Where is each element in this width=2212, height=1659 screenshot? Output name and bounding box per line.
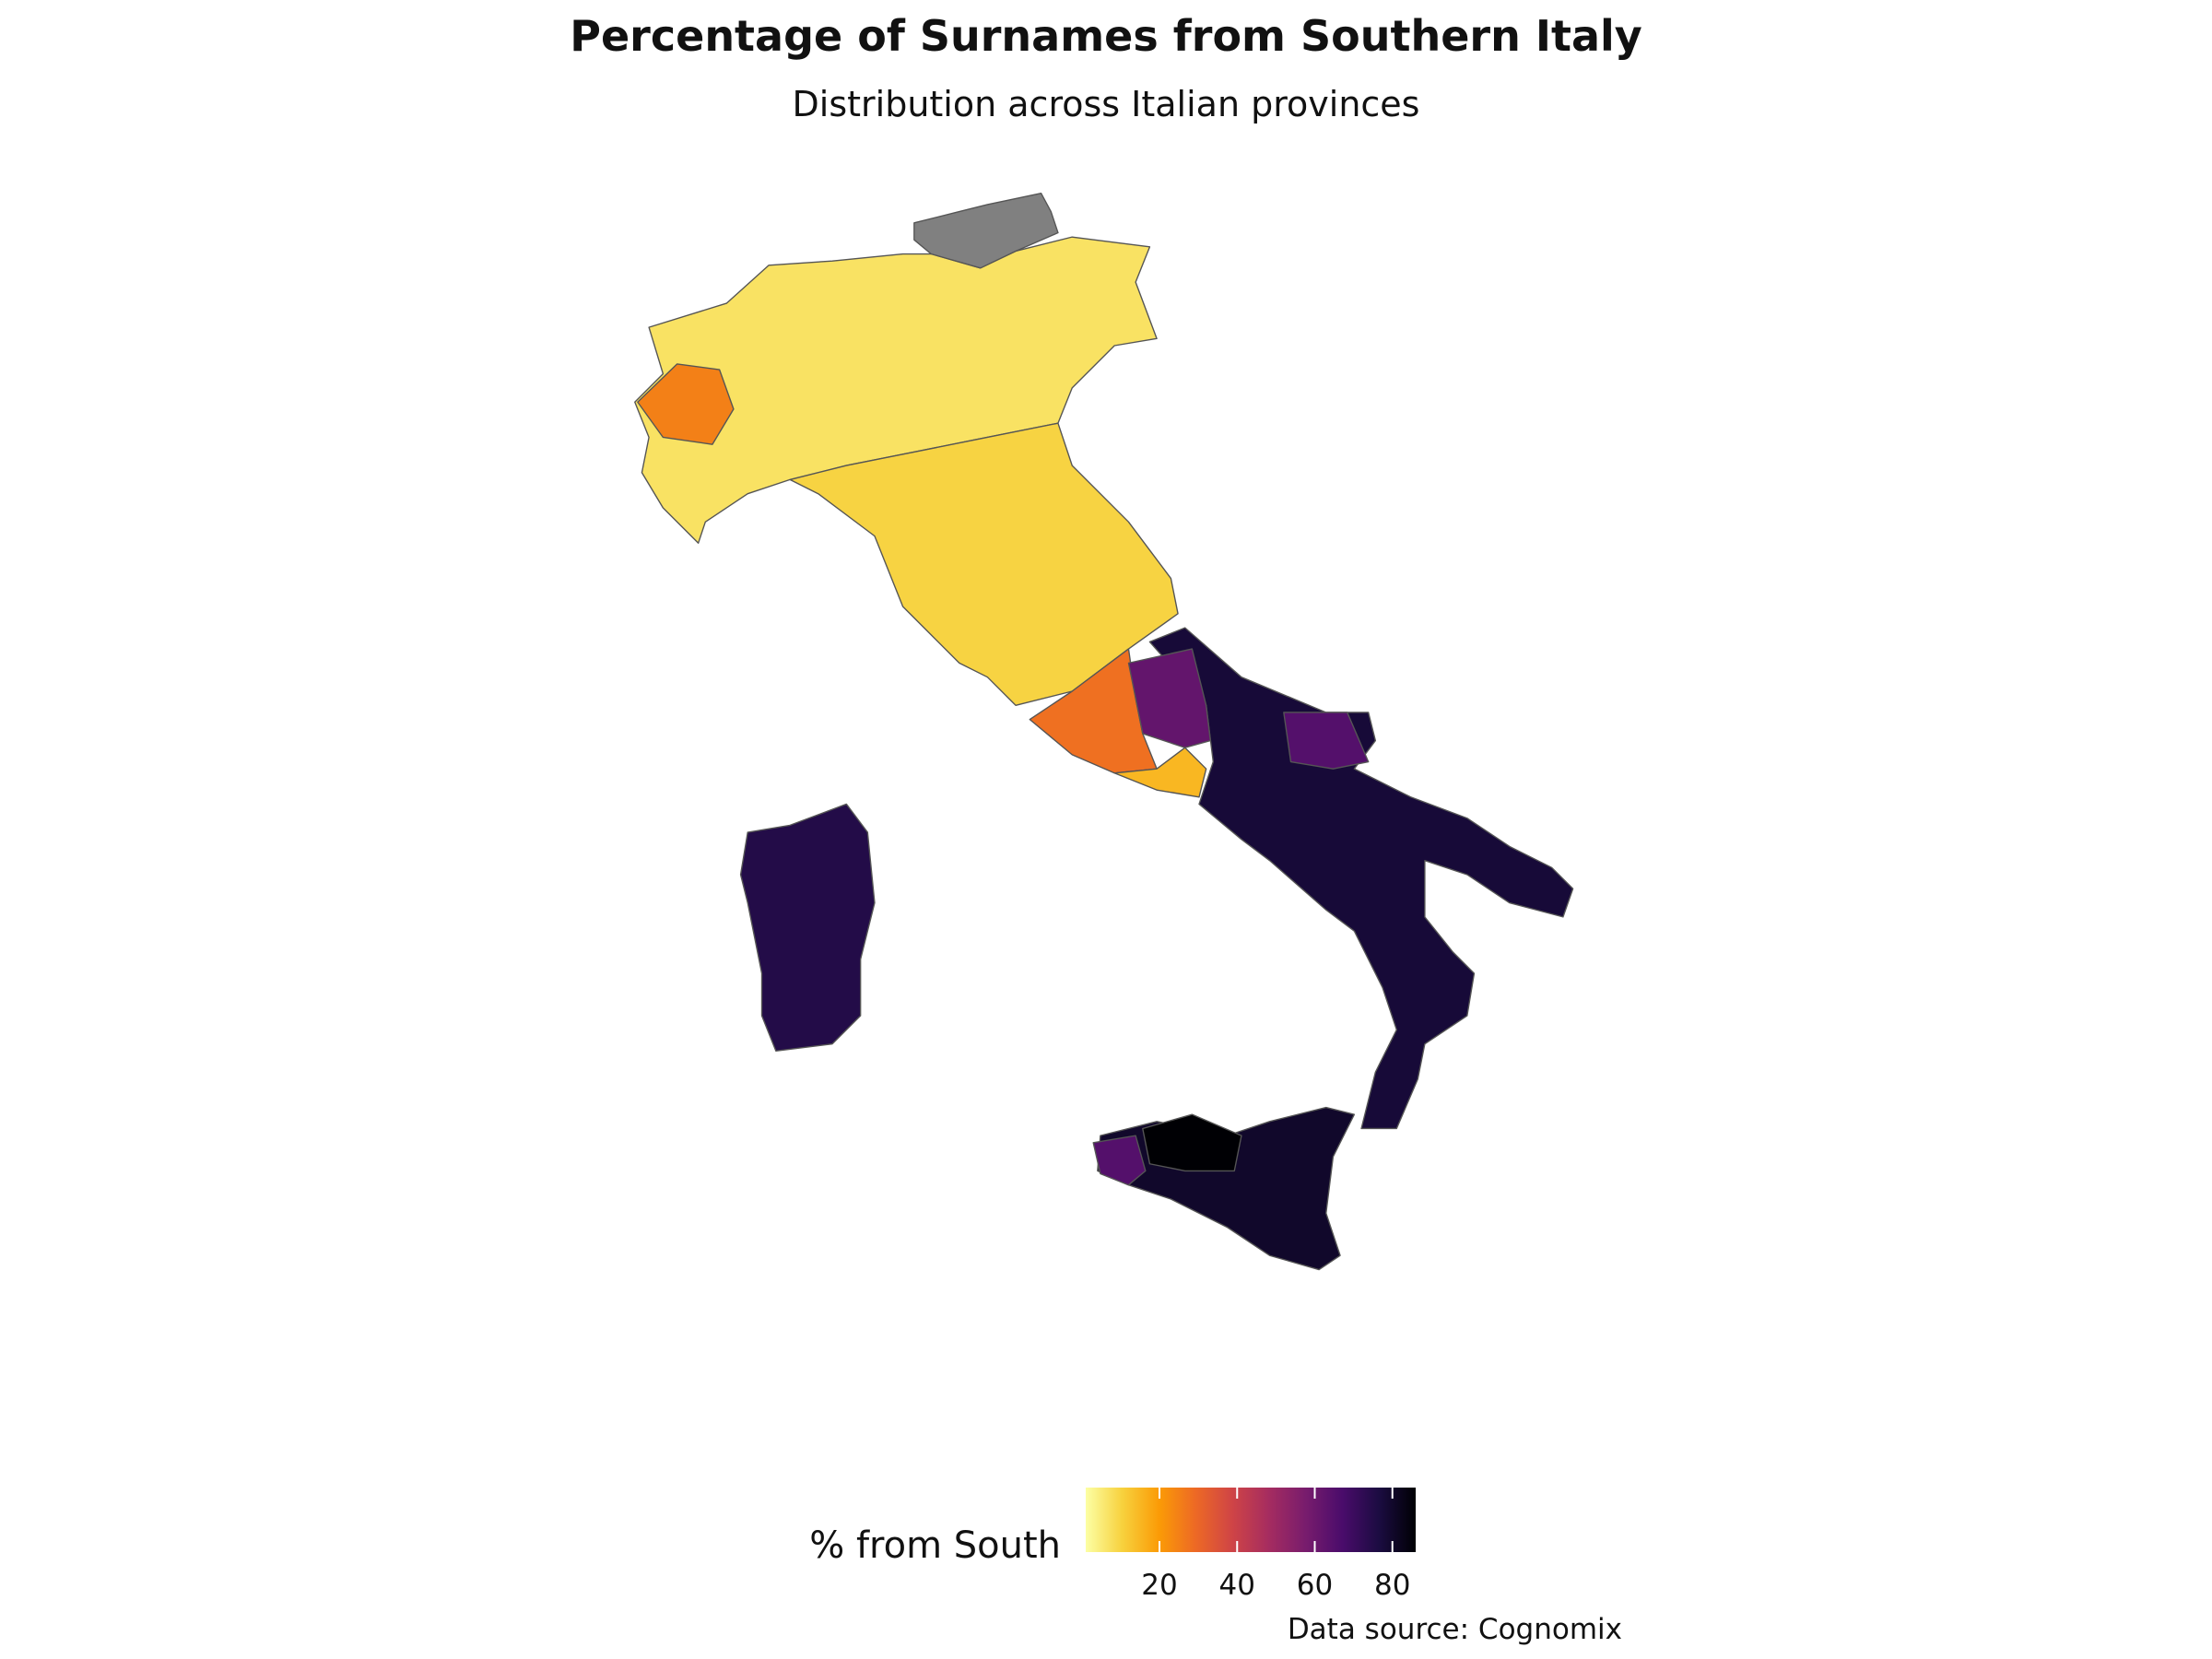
colorbar-tick-label: 40: [1219, 1569, 1255, 1602]
region: [913, 193, 1059, 269]
region: [1148, 627, 1574, 1130]
region: [634, 236, 1158, 544]
region: [1092, 1135, 1147, 1186]
map: [634, 193, 1574, 1271]
colorbar: [1086, 1488, 1416, 1552]
colorbar-tick-label: 20: [1141, 1569, 1177, 1602]
legend: 20 40 60 80: [1086, 1488, 1416, 1602]
region: [1283, 712, 1370, 770]
colorbar-tick-label: 60: [1297, 1569, 1333, 1602]
region: [637, 363, 735, 445]
colorbar-tick-label: 80: [1374, 1569, 1410, 1602]
title: Percentage of Surnames from Southern Ita…: [570, 11, 1642, 61]
region: [1113, 747, 1207, 798]
subtitle: Distribution across Italian provinces: [793, 84, 1420, 124]
source-note: Data source: Cognomix: [1288, 1613, 1622, 1646]
legend-title: % from South: [809, 1524, 1061, 1567]
region: [1127, 648, 1211, 748]
region: [1142, 1113, 1242, 1172]
region: [739, 803, 876, 1052]
